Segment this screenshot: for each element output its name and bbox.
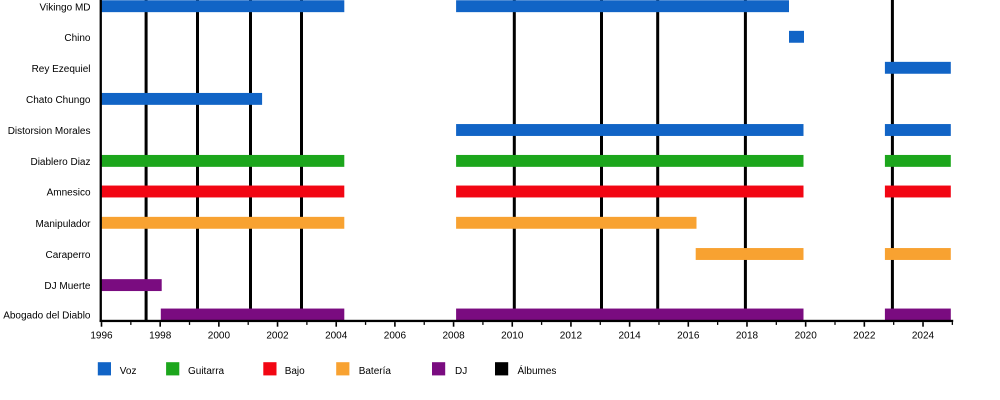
svg-text:2020: 2020 bbox=[795, 331, 818, 342]
svg-text:Distorsion Morales: Distorsion Morales bbox=[8, 126, 91, 137]
svg-text:2008: 2008 bbox=[442, 331, 465, 342]
svg-text:Manipulador: Manipulador bbox=[35, 219, 91, 230]
svg-text:Rey Ezequiel: Rey Ezequiel bbox=[32, 64, 91, 75]
svg-text:2004: 2004 bbox=[325, 331, 348, 342]
svg-text:2010: 2010 bbox=[501, 331, 524, 342]
svg-text:Amnesico: Amnesico bbox=[47, 188, 91, 199]
svg-text:Abogado del Diablo: Abogado del Diablo bbox=[3, 311, 91, 322]
svg-text:2012: 2012 bbox=[560, 331, 583, 342]
svg-text:Caraperro: Caraperro bbox=[45, 250, 90, 261]
svg-text:Voz: Voz bbox=[120, 366, 137, 377]
svg-text:2006: 2006 bbox=[384, 331, 407, 342]
svg-text:2000: 2000 bbox=[208, 331, 231, 342]
svg-text:2024: 2024 bbox=[912, 331, 935, 342]
svg-text:Batería: Batería bbox=[359, 366, 392, 377]
svg-text:Chato Chungo: Chato Chungo bbox=[26, 95, 91, 106]
svg-text:2022: 2022 bbox=[853, 331, 876, 342]
svg-text:Álbumes: Álbumes bbox=[518, 364, 557, 377]
svg-text:Chino: Chino bbox=[64, 33, 91, 44]
svg-text:DJ Muerte: DJ Muerte bbox=[44, 281, 91, 292]
svg-text:1996: 1996 bbox=[90, 331, 113, 342]
svg-text:Guitarra: Guitarra bbox=[188, 366, 225, 377]
svg-text:Diablero Diaz: Diablero Diaz bbox=[30, 157, 90, 168]
svg-text:DJ: DJ bbox=[455, 366, 467, 377]
svg-text:2016: 2016 bbox=[677, 331, 700, 342]
svg-text:Vikingo MD: Vikingo MD bbox=[40, 2, 91, 13]
svg-text:1998: 1998 bbox=[149, 331, 172, 342]
svg-text:Bajo: Bajo bbox=[285, 366, 305, 377]
svg-text:2018: 2018 bbox=[736, 331, 759, 342]
svg-text:2002: 2002 bbox=[266, 331, 289, 342]
svg-text:2014: 2014 bbox=[618, 331, 641, 342]
